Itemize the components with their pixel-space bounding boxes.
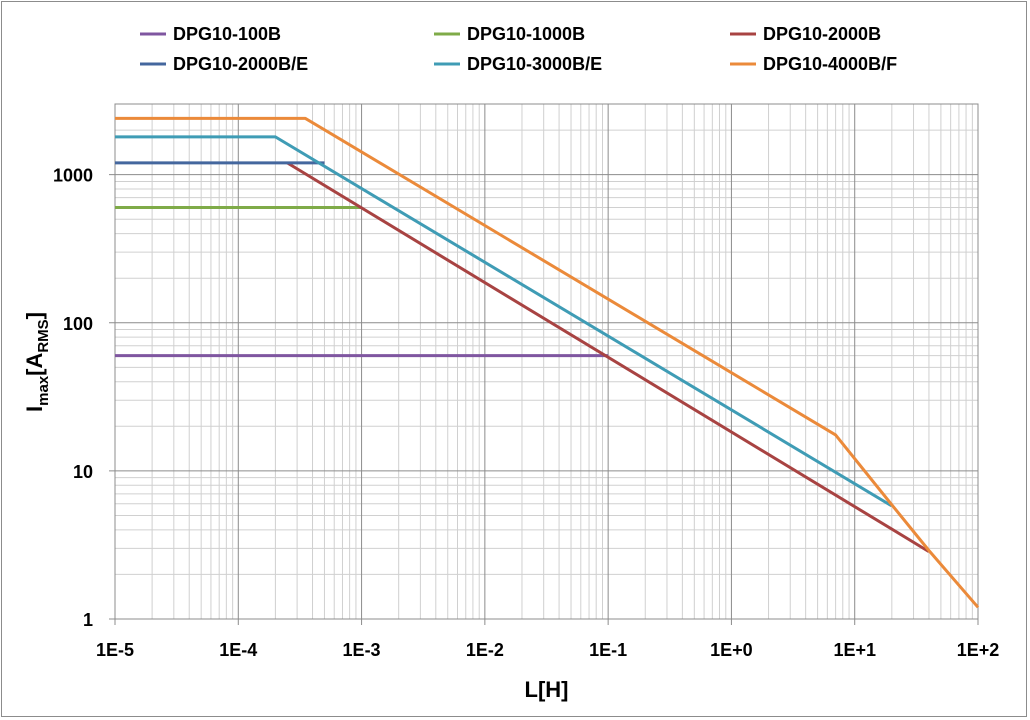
y-axis-title-unit-sub: RMS: [35, 319, 52, 352]
series-line-dpg10-3000b-e: [115, 135, 893, 508]
x-axis-ticks: 1E-5 1E-4 1E-3 1E-2 1E-1 1E+0 1E+1 1E+2: [96, 640, 999, 660]
x-tick-label: 1E-5: [96, 640, 134, 660]
y-axis-title-bracket-close: ]: [22, 312, 47, 319]
y-axis-title-bracket-open: [A: [22, 353, 47, 376]
y-axis-title: Imax[ARMS]: [22, 312, 52, 412]
legend-label: DPG10-1000B: [467, 24, 585, 44]
legend-label: DPG10-100B: [173, 24, 281, 44]
legend-item: DPG10-2000B: [730, 24, 881, 44]
y-tick-label: 1: [83, 610, 93, 630]
plot-area-border: [114, 103, 979, 620]
x-tick-label: 1E-1: [589, 640, 627, 660]
y-axis-title-sub: max: [35, 375, 52, 406]
x-tick-label: 1E+2: [957, 640, 1000, 660]
x-tick-label: 1E+0: [710, 640, 753, 660]
x-tick-label: 1E-3: [343, 640, 381, 660]
series-line-dpg10-4000b-f: [115, 116, 980, 609]
minor-grid: [115, 103, 978, 619]
x-tick-label: 1E-4: [219, 640, 257, 660]
x-tick-label: 1E-2: [466, 640, 504, 660]
series-line-dpg10-2000b: [286, 161, 930, 553]
legend-item: DPG10-4000B/F: [730, 54, 897, 74]
legend-label: DPG10-3000B/E: [467, 54, 602, 74]
series-lines: [115, 116, 980, 609]
legend-item: DPG10-2000B/E: [140, 54, 308, 74]
y-axis-title-main: I: [22, 406, 47, 412]
legend-item: DPG10-100B: [140, 24, 281, 44]
legend-item: DPG10-1000B: [434, 24, 585, 44]
legend-label: DPG10-4000B/F: [763, 54, 897, 74]
y-tick-label: 1000: [53, 166, 93, 186]
legend-label: DPG10-2000B: [763, 24, 881, 44]
x-tick-label: 1E+1: [833, 640, 876, 660]
y-tick-label: 100: [63, 314, 93, 334]
legend-label: DPG10-2000B/E: [173, 54, 308, 74]
y-axis-ticks: 1 10 100 1000: [53, 166, 93, 630]
legend-item: DPG10-3000B/E: [434, 54, 602, 74]
y-tick-label: 10: [73, 462, 93, 482]
x-axis-title: L[H]: [525, 677, 569, 702]
legend: DPG10-100B DPG10-1000B DPG10-2000B DPG10-20…: [140, 24, 897, 74]
